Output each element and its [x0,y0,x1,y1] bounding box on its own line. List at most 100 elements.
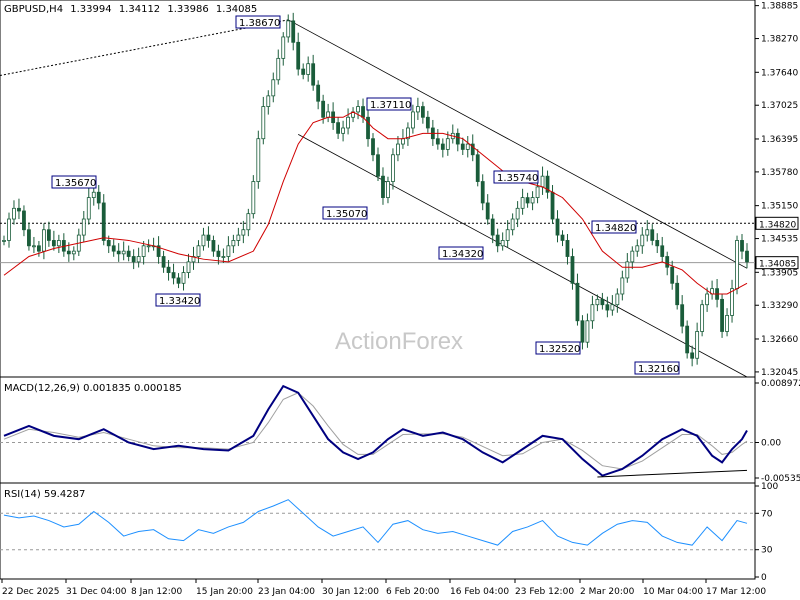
candle-body [306,63,311,75]
candle-body [22,210,26,231]
candle-body [311,63,316,86]
candle-body [435,138,440,145]
candle-body [615,293,620,306]
candle-body [510,218,515,231]
candle-body [660,245,665,257]
pivot-label-box [535,341,581,355]
pivot-label: 1.38670 [239,18,280,29]
candle-body [620,277,625,295]
rsi-axis-tick-label: 70 [761,509,773,519]
candle-body [41,229,46,252]
candle-body [12,207,16,220]
rsi-layer [0,499,755,551]
candle-body [121,250,126,255]
candle-body [231,240,236,247]
price-axis-tick-label: 1.34535 [761,235,798,245]
candle-body [66,250,71,255]
candle-body [371,138,375,156]
x-axis-tick-label: 16 Feb 04:00 [450,587,509,597]
candle-body [286,20,291,38]
x-axis-tick-label: 23 Feb 12:00 [515,587,574,597]
rsi-axis-tick-label: 30 [761,546,773,556]
candle-body [86,197,91,220]
candle-body [515,207,520,220]
x-axis-tick-label: 30 Jan 12:00 [322,587,379,597]
resistance-price-box [755,216,799,230]
candle-body [366,116,370,140]
macd-label: MACD(12,26,9) 0.001835 0.000185 [4,383,182,394]
candle-body [276,57,281,81]
macd-trendline [597,469,748,478]
current-price-box [755,256,799,270]
price-axis-tick-label: 1.35780 [761,168,798,178]
price-axis-tick-label: 1.38885 [761,2,798,12]
candle-body [460,143,465,150]
candle-body [630,250,635,263]
candle-body [46,229,51,241]
pivot-label-box [235,15,281,29]
price-axis-tick-label: 1.33905 [761,268,798,278]
candle-body [71,250,76,255]
candle-body [470,143,475,156]
candle-body [181,272,186,284]
candle-body [346,116,350,129]
candle-body [745,250,749,263]
price-axis-tick-label: 1.32660 [761,335,798,345]
pivot-label-box [493,170,539,184]
pivot-label: 1.35070 [326,209,367,220]
candle-body [326,111,331,118]
pivot-label: 1.32160 [638,364,679,375]
candle-body [645,229,650,236]
candle-body [585,320,590,343]
chart-header: GBPUSD,H4 1.33994 1.34112 1.33986 1.3408… [4,4,257,15]
candle-body [600,298,605,306]
candle-body [116,250,121,255]
x-axis-tick-label: 17 Mar 12:00 [706,587,766,597]
candle-body [91,191,96,199]
pivot-label-box [438,246,484,260]
price-axis-tick-label: 1.37025 [761,101,798,111]
label-layer: 1.38670 1.35670 1.33420 1.37110 1.35070 1.343… [51,15,680,375]
candle-body [191,256,196,263]
candle-body [720,298,724,332]
candle-body [735,240,739,290]
candle-body [505,229,510,241]
candle-body [81,218,86,236]
candle-body [131,256,136,263]
sma-line [3,111,748,295]
candle-body [166,266,171,273]
candle-body [136,256,141,263]
header-open: 1.33994 [70,4,111,15]
pivot-label-box [634,361,680,375]
pivot-label: 1.32520 [539,344,580,355]
header-close: 1.34085 [216,4,257,15]
candle-body [171,272,176,279]
candle-body [56,240,61,247]
candle-body [705,293,710,306]
candle-body [266,95,271,107]
candle-body [2,240,6,242]
rsi-label: RSI(14) 59.4287 [4,489,85,500]
candle-body [341,127,345,134]
candle-body [730,288,734,316]
candle-body [445,138,450,150]
candle-body [495,234,500,247]
candle-body [271,79,276,97]
candle-body [291,20,296,43]
candle-body [241,229,246,236]
candle-body [211,240,216,252]
candle-body [440,143,445,150]
candle-body [201,234,206,247]
candle-body [525,197,530,204]
candle-body [391,154,395,182]
candle-body [740,240,744,252]
candle-body [700,304,705,332]
current-price-box-text: 1.34085 [759,260,796,270]
pivot-label: 1.35670 [55,178,96,189]
candle-body [186,261,191,273]
pivot-label-box [51,175,97,189]
macd-axis-tick-label: 0.00 [761,438,781,448]
candle-body [635,245,640,252]
